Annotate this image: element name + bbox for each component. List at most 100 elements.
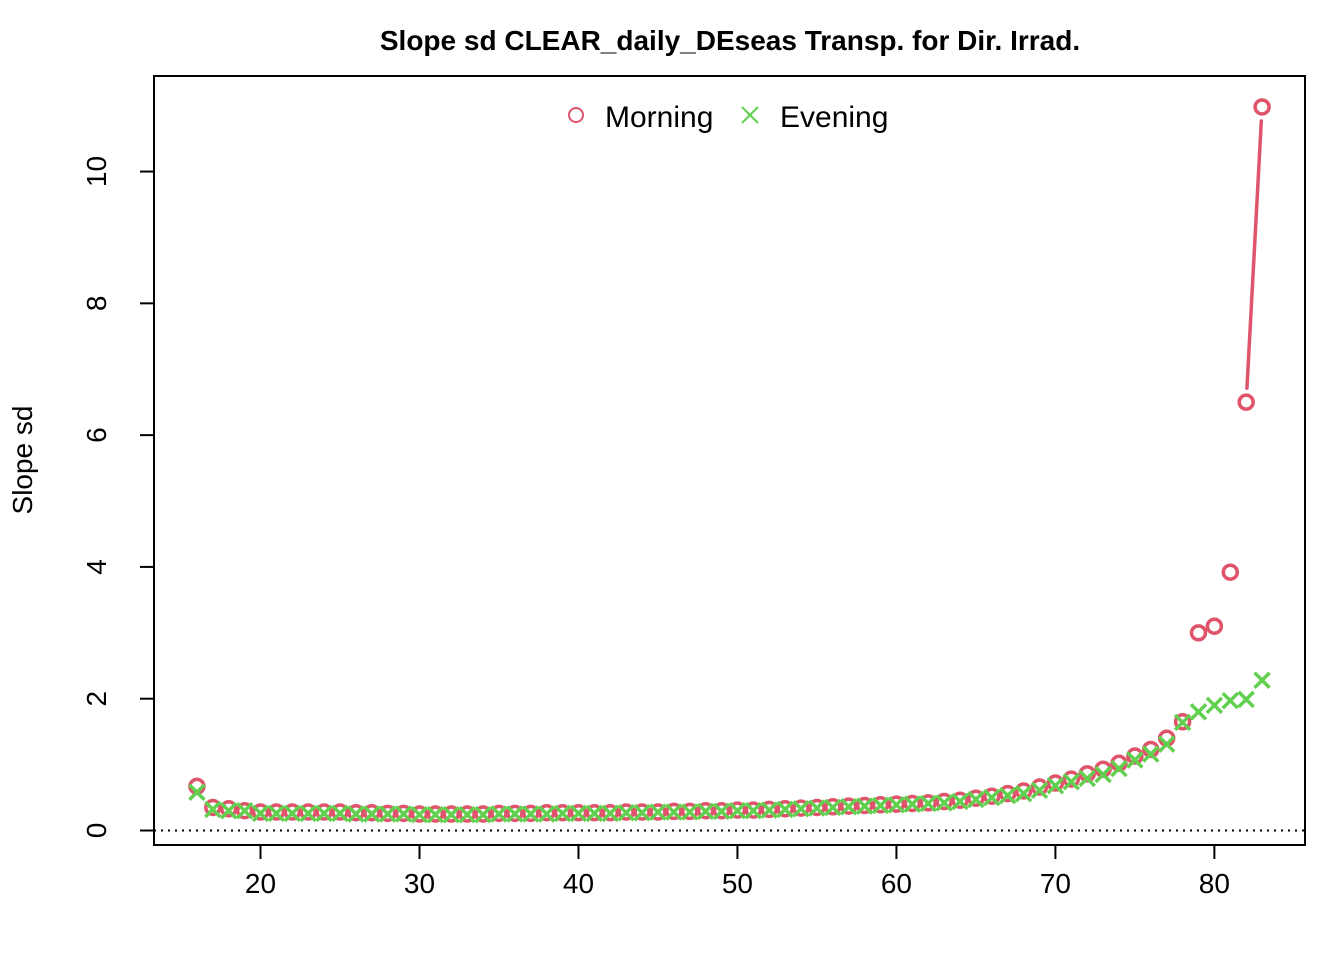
evening-point bbox=[855, 797, 874, 815]
evening-point bbox=[506, 805, 524, 823]
evening-point bbox=[299, 804, 317, 823]
morning-point bbox=[1189, 624, 1208, 642]
evening-point bbox=[601, 804, 620, 823]
morning-point bbox=[299, 803, 317, 821]
evening-point bbox=[267, 804, 286, 823]
morning-point bbox=[792, 799, 810, 817]
morning-point bbox=[1205, 617, 1224, 635]
evening-point bbox=[1126, 751, 1144, 769]
morning-point bbox=[1046, 774, 1065, 792]
evening-point bbox=[442, 805, 461, 824]
morning-point bbox=[1126, 747, 1144, 765]
morning-point bbox=[1173, 713, 1192, 731]
morning-point bbox=[410, 805, 429, 823]
morning-point bbox=[983, 787, 1001, 805]
morning-point bbox=[267, 803, 286, 821]
morning-point bbox=[871, 796, 890, 814]
morning-point bbox=[696, 801, 715, 820]
y-tick-label: 8 bbox=[81, 296, 112, 312]
morning-point bbox=[378, 804, 397, 823]
x-tick-label: 40 bbox=[563, 868, 594, 899]
evening-point bbox=[903, 795, 922, 813]
evening-point bbox=[681, 803, 699, 821]
morning-point bbox=[1253, 98, 1271, 116]
morning-point bbox=[490, 804, 508, 823]
morning-point bbox=[776, 800, 794, 818]
evening-point bbox=[522, 805, 540, 823]
evening-point bbox=[251, 804, 270, 823]
y-tick-label: 10 bbox=[81, 156, 112, 187]
evening-point bbox=[728, 801, 747, 820]
evening-point bbox=[1046, 776, 1065, 795]
morning-point bbox=[649, 803, 667, 821]
plot-frame bbox=[153, 75, 1306, 846]
legend-morning-symbol bbox=[568, 107, 584, 123]
evening-point bbox=[967, 790, 985, 809]
evening-point bbox=[347, 805, 365, 823]
evening-point bbox=[776, 800, 794, 819]
evening-point bbox=[919, 794, 937, 813]
morning-point bbox=[219, 800, 238, 818]
legend: Morning Evening bbox=[568, 101, 888, 134]
y-axis-label: Slope sd bbox=[7, 406, 38, 515]
morning-point bbox=[315, 803, 333, 821]
evening-point bbox=[1078, 769, 1096, 788]
morning-point bbox=[394, 804, 413, 823]
morning-point bbox=[855, 796, 874, 815]
morning-point bbox=[474, 805, 492, 823]
evening-point bbox=[887, 796, 906, 814]
x-axis: 20 30 40 50 60 70 80 bbox=[245, 844, 1230, 899]
legend-morning-label: Morning bbox=[605, 101, 713, 134]
evening-point bbox=[808, 799, 826, 817]
evening-point bbox=[1237, 690, 1255, 709]
evening-point bbox=[1030, 781, 1049, 800]
evening-point bbox=[1205, 696, 1224, 715]
evening-point bbox=[585, 804, 604, 823]
evening-point bbox=[410, 805, 429, 824]
evening-point bbox=[458, 805, 476, 824]
morning-point bbox=[887, 795, 906, 813]
morning-point bbox=[442, 805, 461, 823]
morning-point bbox=[235, 801, 254, 820]
evening-point bbox=[315, 804, 333, 823]
morning-point bbox=[347, 803, 365, 822]
evening-point bbox=[617, 803, 635, 822]
morning-point bbox=[744, 801, 763, 819]
morning-point bbox=[569, 803, 588, 822]
x-tick-label: 70 bbox=[1040, 868, 1071, 899]
morning-point bbox=[728, 801, 747, 819]
evening-point bbox=[1142, 745, 1160, 763]
morning-point bbox=[1237, 393, 1255, 411]
evening-point bbox=[983, 788, 1001, 807]
evening-point bbox=[871, 796, 890, 815]
series-morning bbox=[188, 98, 1271, 823]
y-tick-label: 4 bbox=[81, 559, 112, 575]
morning-point bbox=[1014, 782, 1033, 800]
morning-point bbox=[760, 800, 778, 819]
evening-point bbox=[1253, 671, 1271, 689]
morning-point bbox=[951, 791, 969, 809]
evening-point bbox=[1221, 691, 1240, 710]
morning-point bbox=[665, 802, 683, 821]
legend-evening-label: Evening bbox=[780, 101, 888, 134]
evening-point bbox=[1110, 759, 1128, 778]
evening-point bbox=[1094, 765, 1112, 784]
morning-point bbox=[1062, 770, 1081, 788]
y-tick-label: 6 bbox=[81, 427, 112, 443]
evening-point bbox=[188, 783, 206, 802]
evening-point bbox=[839, 798, 858, 816]
morning-point bbox=[681, 802, 699, 821]
morning-point bbox=[506, 804, 524, 823]
evening-point bbox=[553, 804, 572, 823]
evening-point bbox=[283, 804, 302, 823]
evening-point bbox=[744, 801, 763, 820]
evening-point bbox=[363, 805, 381, 823]
morning-point bbox=[251, 803, 270, 821]
morning-point bbox=[919, 794, 937, 812]
x-tick-label: 20 bbox=[245, 868, 276, 899]
evening-point bbox=[696, 802, 715, 821]
morning-point bbox=[283, 803, 302, 821]
morning-point bbox=[601, 803, 620, 822]
evening-point bbox=[633, 803, 651, 822]
evening-point bbox=[394, 805, 413, 823]
